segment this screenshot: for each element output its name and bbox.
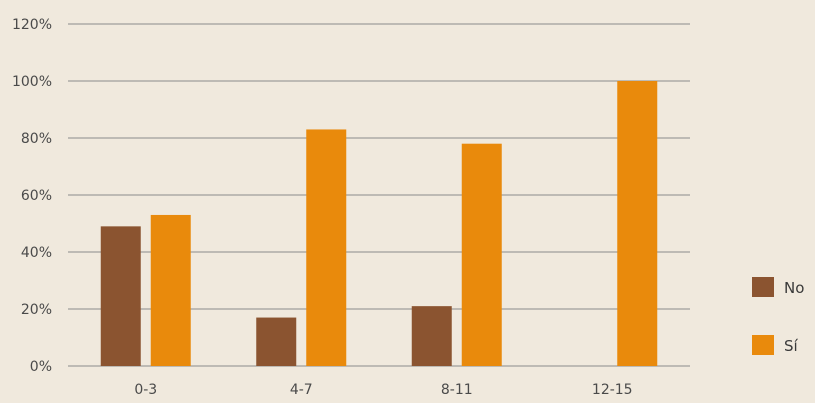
y-tick-label: 120% xyxy=(12,17,52,33)
y-tick-label: 20% xyxy=(21,302,52,318)
y-tick-label: 100% xyxy=(12,74,52,90)
bar-no-0-3 xyxy=(100,226,141,366)
legend-swatch-no xyxy=(752,277,774,297)
legend: No Sí xyxy=(752,277,804,355)
bar-s-12-15 xyxy=(617,81,658,366)
bar-s-0-3 xyxy=(150,214,191,366)
x-tick-label: 4-7 xyxy=(290,382,313,398)
legend-label-no: No xyxy=(784,279,804,297)
y-tick-label: 60% xyxy=(21,188,52,204)
legend-label-si: Sí xyxy=(784,337,799,355)
x-tick-label: 8-11 xyxy=(441,382,473,398)
x-tick-label: 0-3 xyxy=(134,382,157,398)
bar-s-4-7 xyxy=(306,129,347,366)
y-tick-label: 80% xyxy=(21,131,52,147)
y-tick-label: 0% xyxy=(30,359,52,375)
x-tick-label: 12-15 xyxy=(592,382,633,398)
bar-no-8-11 xyxy=(411,306,452,366)
bar-no-4-7 xyxy=(256,317,297,366)
y-tick-label: 40% xyxy=(21,245,52,261)
bars xyxy=(100,81,658,366)
x-axis-tick-labels: 0-3 4-7 8-11 12-15 xyxy=(134,382,632,398)
bar-s-8-11 xyxy=(461,143,502,366)
y-axis-tick-labels: 0% 20% 40% 60% 80% 100% 120% xyxy=(12,17,52,375)
legend-swatch-si xyxy=(752,335,774,355)
